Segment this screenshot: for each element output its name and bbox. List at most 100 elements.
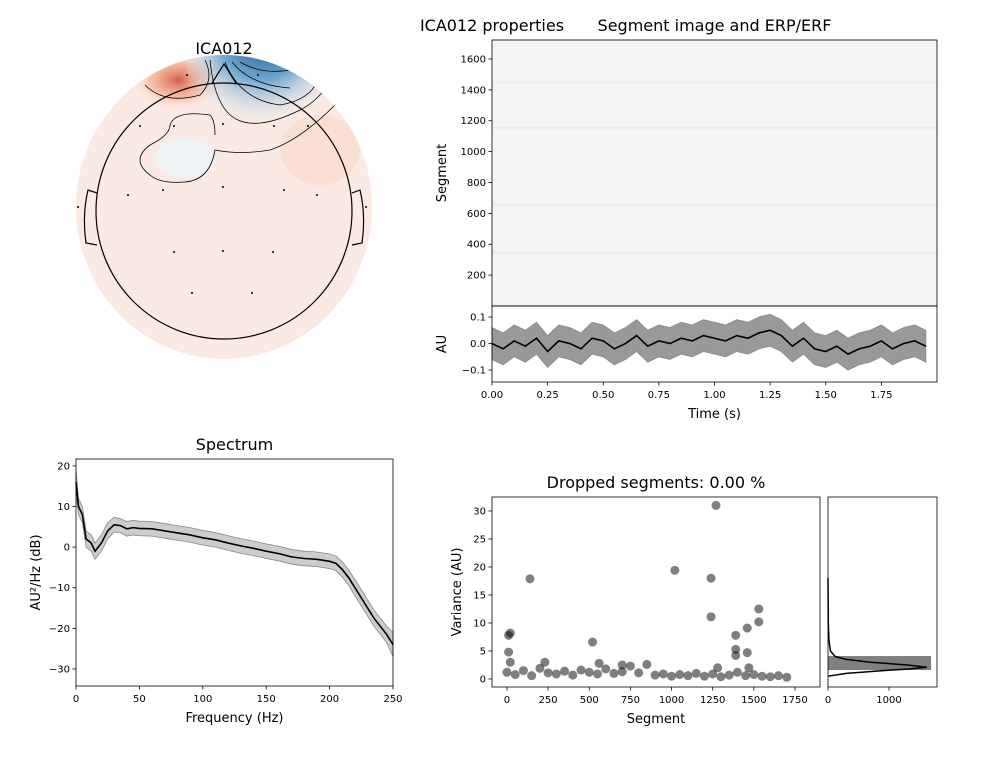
point [658, 669, 668, 679]
axes-frame [75, 458, 394, 687]
kde-line [827, 578, 927, 677]
x-tick-label: 0 [825, 695, 831, 706]
point [683, 671, 693, 681]
point [774, 671, 784, 681]
y-tick-label: −30 [49, 664, 70, 675]
point [691, 668, 701, 678]
sensors [77, 74, 367, 294]
point [634, 668, 644, 678]
axes-frame [491, 496, 821, 688]
point [650, 670, 660, 680]
y-tick-label: 10 [473, 618, 486, 629]
y-tick-label: 1000 [461, 147, 486, 158]
figure-title: ICA012 properties [420, 16, 564, 35]
point [706, 573, 716, 583]
point [527, 671, 537, 681]
point [757, 671, 767, 681]
y-tick-label: 400 [467, 240, 486, 251]
point [617, 660, 627, 670]
point [525, 574, 535, 584]
point [601, 664, 611, 674]
point [765, 672, 775, 682]
x-tick-label: 0 [73, 694, 79, 705]
y-tick-label: 1400 [461, 85, 486, 96]
point [625, 661, 635, 671]
point [592, 669, 602, 679]
point [754, 617, 764, 627]
confidence-band [75, 469, 394, 657]
point [754, 604, 764, 614]
y-tick-label: 25 [473, 534, 486, 545]
mean-line [75, 482, 394, 646]
point [706, 612, 716, 622]
point [667, 671, 677, 681]
x-axis-label: Time (s) [687, 407, 741, 422]
y-axis-label: AU [435, 335, 450, 353]
y-tick-label: 20 [473, 562, 486, 573]
contour [139, 59, 336, 183]
x-tick-label: 750 [621, 695, 640, 706]
x-tick-label: 50 [133, 694, 146, 705]
x-axis-label: Segment [627, 712, 686, 727]
point [576, 665, 586, 675]
y-tick-label: 10 [57, 502, 70, 513]
x-tick-label: 250 [539, 695, 558, 706]
point [670, 565, 680, 575]
x-tick-label: 1750 [782, 695, 807, 706]
point [731, 650, 741, 660]
x-tick-label: 150 [257, 694, 276, 705]
point [504, 647, 514, 657]
x-tick-label: 1.50 [815, 390, 837, 401]
y-tick-label: 0 [64, 543, 70, 554]
y-axis-label: Variance (AU) [450, 548, 465, 637]
point [744, 663, 754, 673]
point [609, 668, 619, 678]
topomap-title: ICA012 [195, 39, 252, 58]
axes-title: Dropped segments: 0.00 % [547, 473, 766, 492]
head-outline [95, 82, 353, 340]
point [708, 669, 718, 679]
x-tick-label: 250 [383, 694, 402, 705]
x-tick-label: 1000 [876, 695, 901, 706]
x-tick-label: 0.25 [536, 390, 558, 401]
point [518, 666, 528, 676]
point [642, 659, 652, 669]
x-tick-label: 0.50 [592, 390, 614, 401]
axes-title: Spectrum [196, 435, 274, 454]
point [617, 667, 627, 677]
y-tick-label: 800 [467, 178, 486, 189]
x-tick-label: 100 [193, 694, 212, 705]
point [724, 670, 734, 680]
point [510, 670, 520, 680]
x-tick-label: 0 [504, 695, 510, 706]
point [568, 670, 578, 680]
y-axis-label: Segment [435, 144, 450, 203]
ears [83, 189, 365, 246]
y-tick-label: 600 [467, 209, 486, 220]
point [716, 672, 726, 682]
point [551, 669, 561, 679]
mean-line [491, 329, 927, 356]
nose [211, 62, 237, 84]
x-axis-label: Frequency (Hz) [185, 711, 283, 726]
x-tick-label: 1.75 [870, 390, 892, 401]
point [505, 628, 515, 638]
point [731, 644, 741, 654]
x-tick-label: 1.25 [759, 390, 781, 401]
y-tick-label: 0.0 [470, 339, 486, 350]
x-tick-label: 0.75 [648, 390, 670, 401]
y-tick-label: 0 [480, 674, 486, 685]
y-tick-label: −0.1 [462, 366, 486, 377]
point [540, 657, 550, 667]
point [594, 658, 604, 668]
point [543, 668, 553, 678]
x-tick-label: 1000 [659, 695, 684, 706]
y-tick-label: 15 [473, 590, 486, 601]
segment-image [492, 40, 937, 306]
y-tick-label: 30 [473, 506, 486, 517]
y-tick-label: 0.1 [470, 313, 486, 324]
topomap-positive [280, 115, 360, 185]
x-tick-label: 200 [320, 694, 339, 705]
point [782, 672, 792, 682]
